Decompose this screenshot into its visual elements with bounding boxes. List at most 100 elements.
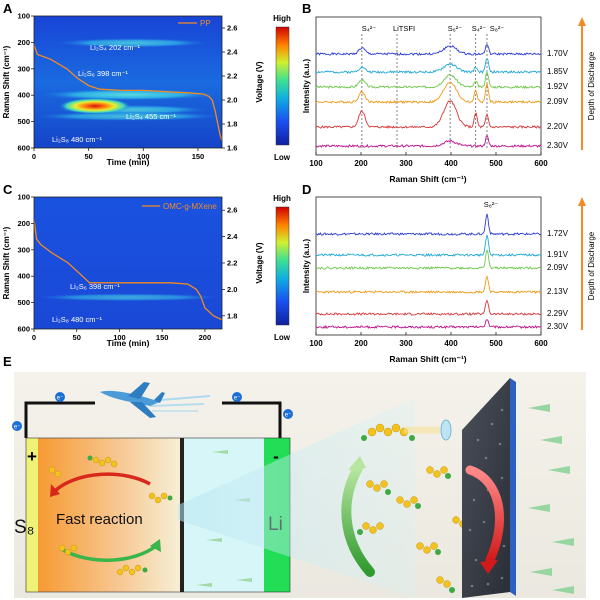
spectrum-1.92V [315,70,542,90]
panel-a-x-label: Time (min) [107,157,150,167]
spectrum-1.72V [315,213,542,236]
panel-d-x-label: Raman Shift (cm⁻¹) [389,354,466,364]
x-tick-label: 400 [444,159,458,168]
panel-c-x-ticks: 0 50 100 150 200 [32,329,211,342]
heatmap-band-480 [34,111,222,121]
electron-corner-right: e⁻ [283,409,293,419]
panel-c-y-label: Raman Shift (cm⁻¹) [2,226,11,299]
cathode-plus-sign: + [27,447,37,466]
y-tick-label: 100 [17,12,30,21]
x-tick-label: 400 [444,339,458,348]
y-tick-label: 500 [17,117,30,126]
panel-c-annotation-li2s8-480: Li₂S₈ 480 cm⁻¹ [52,315,102,324]
fast-reaction-label: Fast reaction [56,511,143,528]
panel-b-frame [315,16,542,156]
panel-d-spectra [315,213,542,330]
panel-a-letter: A [3,1,13,16]
svg-text:e⁻: e⁻ [234,396,241,402]
panel-c: C 0 50 100 150 200 100 200 300 400 500 600 2.6 2.4… [2,182,291,348]
airplane-icon [100,382,211,418]
y2-tick-label: 1.6 [227,144,237,153]
panel-c-legend-label: OMC-g-MXene [163,202,217,211]
panel-d-depth-arrowhead [578,197,586,206]
zoom-green-arrow [341,463,375,577]
svg-text:e⁻: e⁻ [14,425,21,431]
panel-c-y2-ticks: 2.6 2.4 2.2 2.0 1.8 [222,206,238,320]
y-tick-label: 200 [17,38,30,47]
y2-tick-label: 2.2 [227,259,237,268]
voltage-label-2.30V: 2.30V [547,322,569,331]
electron-mid: e⁻ [232,392,242,402]
voltage-label-1.92V: 1.92V [547,82,569,91]
x-tick-label: 200 [354,159,368,168]
y-tick-label: 400 [17,272,30,281]
panel-c-heatmap-bands [34,293,222,302]
lithium-ion-cones-zoom [528,404,574,594]
lens-icon [440,419,452,441]
cathode-current-collector [26,438,38,592]
y-tick-label: 400 [17,91,30,100]
reaction-cycle-red-arrow [54,472,151,492]
panel-a-colorbar [275,26,290,146]
y2-tick-label: 2.6 [227,24,237,33]
panel-c-y-ticks: 100 200 300 400 500 600 [17,193,34,334]
panel-d-frame [315,196,542,336]
panel-a-voltage-curve [34,44,222,141]
panel-c-colorbar [275,206,290,326]
voltage-label-1.70V: 1.70V [547,49,569,58]
x-tick-label: 200 [354,339,368,348]
y-tick-label: 300 [17,245,30,254]
y-tick-label: 300 [17,64,30,73]
panel-a-annotation-li2s4-202: Li₂S₄ 202 cm⁻¹ [90,43,140,52]
panel-c-heatmap-background [34,197,222,329]
heatmap-band-202 [55,38,209,48]
x-tick-label: 200 [199,333,212,342]
spectrum-2.09V [315,81,542,105]
x-tick-label: 0 [32,152,36,161]
spectrum-2.30V [315,134,542,148]
voltage-label-1.91V: 1.91V [547,250,569,259]
x-tick-label: 300 [399,339,413,348]
panel-d-peak-label-s8: S₈²⁻ [484,200,499,209]
panel-b-peak-label-litsfi: LiTSFI [393,24,415,33]
panel-c-colorbar-low: Low [274,333,291,342]
voltage-label-2.09V: 2.09V [547,97,569,106]
panel-c-colorbar-high: High [273,194,291,203]
anode-minus-sign: - [273,447,279,466]
y2-tick-label: 2.4 [227,232,238,241]
panel-a-annotation-li2s6-398: Li₂S₆ 398 cm⁻¹ [78,69,128,78]
zoom-green-arrowhead [348,456,366,470]
spectrum-1.70V [315,43,542,56]
x-tick-label: 600 [534,339,548,348]
panel-a-y-ticks: 100 200 300 400 500 600 [17,12,34,153]
x-tick-label: 50 [84,152,92,161]
x-tick-label: 150 [156,333,169,342]
panel-b-peak-label-s8: S₈²⁻ [490,24,505,33]
reaction-cycle-red-arrowhead [50,484,60,497]
x-tick-label: 100 [309,159,323,168]
voltage-label-2.09V: 2.09V [547,263,569,272]
x-tick-label: 100 [137,152,150,161]
spectrum-2.20V [315,100,541,129]
zoom-polysulfide-molecules [357,419,473,593]
panel-a-colorbar-low: Low [274,153,291,162]
heatmap-band-480 [34,293,222,302]
circuit-wire-right [222,401,282,438]
voltage-label-2.13V: 2.13V [547,287,569,296]
x-tick-label: 500 [489,339,503,348]
panel-d-x-ticks: 100 200 300 400 500 600 [309,332,548,348]
x-tick-label: 300 [399,159,413,168]
voltage-label-2.30V: 2.30V [547,141,569,150]
panel-b-peak-label-s6: S₆²⁻ [448,24,463,33]
y2-tick-label: 2.6 [227,206,237,215]
panel-b-voltage-labels: 1.70V 1.85V 1.92V 2.09V 2.20V 2.30V [547,49,569,150]
voltage-label-2.29V: 2.29V [547,309,569,318]
svg-text:e⁻: e⁻ [285,413,292,419]
panel-c-annotation-li2s6-398: Li₂S₆ 398 cm⁻¹ [70,282,120,291]
panel-b-depth-label: Depth of Discharge [587,51,596,120]
x-tick-label: 0 [32,333,36,342]
svg-text:e⁻: e⁻ [57,396,64,402]
panel-d-voltage-labels: 1.72V 1.91V 2.09V 2.13V 2.29V 2.30V [547,229,569,331]
y2-tick-label: 2.4 [227,48,238,57]
panel-b-spectra [315,43,542,148]
